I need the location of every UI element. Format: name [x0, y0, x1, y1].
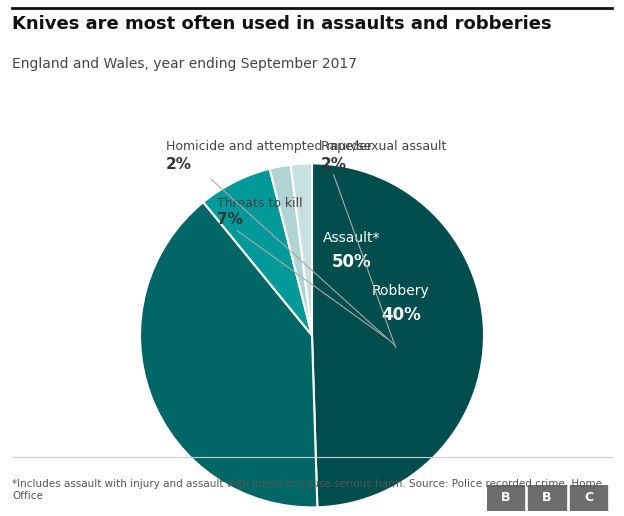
Text: Knives are most often used in assaults and robberies: Knives are most often used in assaults a…: [12, 15, 552, 34]
Text: 2%: 2%: [166, 157, 192, 172]
Wedge shape: [140, 202, 318, 507]
Text: Homicide and attempted murder: Homicide and attempted murder: [166, 140, 372, 153]
Text: Threats to kill: Threats to kill: [217, 197, 303, 210]
Text: Rape/sexual assault: Rape/sexual assault: [321, 140, 446, 153]
Text: C: C: [584, 491, 593, 505]
Bar: [529, 485, 566, 511]
Text: 40%: 40%: [381, 306, 421, 324]
Text: 2%: 2%: [321, 157, 346, 172]
Bar: [487, 485, 524, 511]
Wedge shape: [291, 164, 312, 335]
Text: *Includes assault with injury and assault with intent to cause serious harm. Sou: *Includes assault with injury and assaul…: [12, 479, 603, 501]
Text: Assault*: Assault*: [323, 231, 381, 245]
Text: England and Wales, year ending September 2017: England and Wales, year ending September…: [12, 57, 358, 71]
Text: B: B: [542, 491, 552, 505]
Wedge shape: [312, 164, 484, 507]
Text: 50%: 50%: [332, 253, 372, 271]
Bar: [570, 485, 607, 511]
Text: Robbery: Robbery: [372, 284, 430, 298]
Wedge shape: [270, 165, 312, 335]
Text: B: B: [500, 491, 510, 505]
Wedge shape: [203, 169, 312, 335]
Text: 7%: 7%: [217, 212, 243, 227]
